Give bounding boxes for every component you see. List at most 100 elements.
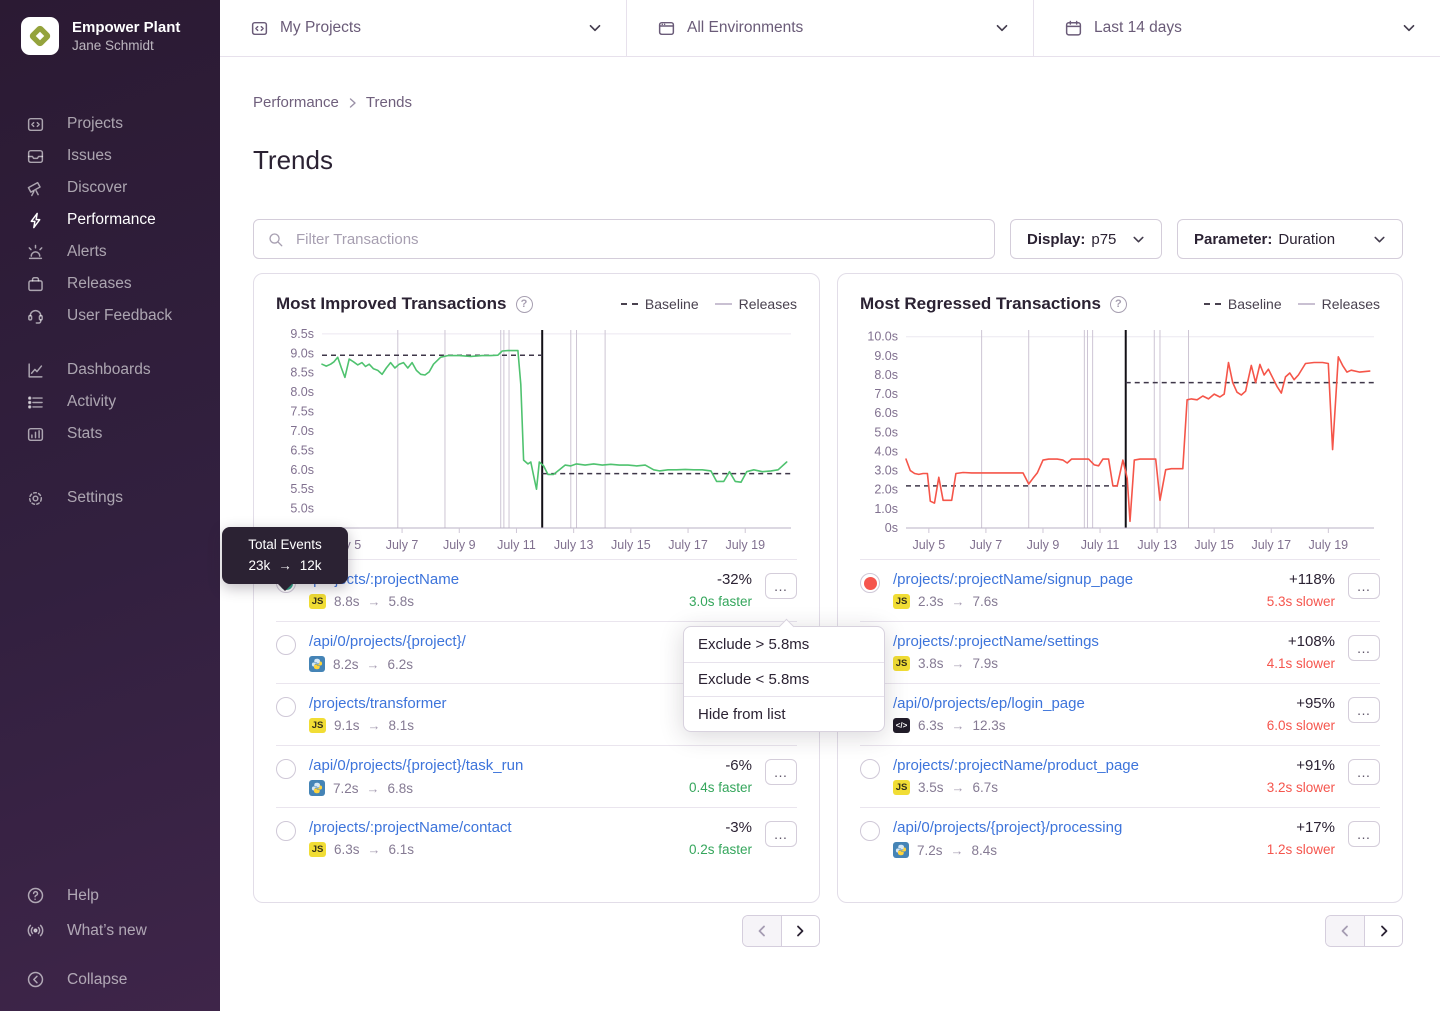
breadcrumb-trends[interactable]: Trends xyxy=(365,94,413,111)
duration-to: 6.8s xyxy=(387,780,414,796)
display-dropdown[interactable]: Display: p75 xyxy=(1010,219,1162,259)
sidebar-item-label: Activity xyxy=(67,393,117,410)
search-input[interactable] xyxy=(294,229,981,249)
chevron-down-icon xyxy=(1374,236,1385,242)
duration-to: 8.1s xyxy=(388,718,415,733)
chevron-left-icon xyxy=(1341,925,1348,937)
discover-icon xyxy=(27,181,41,196)
transaction-radio-button[interactable] xyxy=(276,697,296,717)
help-circle-icon[interactable]: ? xyxy=(1109,295,1127,313)
chevron-right-icon xyxy=(1380,925,1387,937)
sidebar-item-dashboards[interactable]: Dashboards xyxy=(0,354,220,386)
prev-page-button[interactable] xyxy=(742,916,781,946)
sidebar-item-help[interactable]: Help xyxy=(0,878,220,913)
row-actions-button[interactable]: … xyxy=(765,821,797,847)
svg-text:6.0s: 6.0s xyxy=(290,463,314,477)
delta-label: 6.0s slower xyxy=(1266,718,1335,733)
sidebar-item-collapse[interactable]: Collapse xyxy=(0,962,220,997)
project-selector[interactable]: My Projects xyxy=(220,0,626,56)
calendar-icon xyxy=(1065,20,1082,36)
javascript-platform-icon: JS xyxy=(309,594,326,609)
transaction-link[interactable]: /api/0/projects/{project}/task_run xyxy=(309,757,524,774)
transaction-link[interactable]: /api/0/projects/{project}/processing xyxy=(893,819,1123,836)
sidebar-item-performance[interactable]: Performance xyxy=(0,204,220,236)
javascript-platform-icon: JS xyxy=(309,842,326,857)
duration-from: 9.1s xyxy=(334,718,360,733)
improved-trend-chart[interactable]: 9.5s 9.0s 8.5s 8.0s 7.5s 7.0s 6.5s 6.0s 5.5s 5.0s… xyxy=(276,322,797,554)
regressed-trend-chart[interactable]: 10.0s 9.0s 8.0s 7.0s 6.0s 5.0s 4.0s 3.0s 2.0s 1.0… xyxy=(860,322,1380,554)
menu-item-hide-from-list[interactable]: Hide from list xyxy=(684,696,884,731)
svg-text:7.5s: 7.5s xyxy=(290,405,314,419)
duration-from: 3.8s xyxy=(918,656,944,671)
improved-pagination xyxy=(741,915,820,947)
environment-selector[interactable]: All Environments xyxy=(626,0,1033,56)
next-page-button[interactable] xyxy=(1364,916,1402,946)
svg-text:July 19: July 19 xyxy=(725,538,765,552)
date-range-selector[interactable]: Last 14 days xyxy=(1033,0,1440,56)
sidebar-item-issues[interactable]: Issues xyxy=(0,140,220,172)
transaction-link[interactable]: /api/0/projects/ep/login_page xyxy=(893,695,1085,712)
row-actions-button[interactable]: … xyxy=(1348,635,1380,661)
transaction-radio-button[interactable] xyxy=(860,759,880,779)
transaction-link[interactable]: /projects/:projectName/contact xyxy=(309,819,512,836)
sidebar-item-label: Projects xyxy=(67,115,123,132)
sidebar-item-label: Alerts xyxy=(67,243,107,260)
transaction-link[interactable]: /projects/:projectName/signup_page xyxy=(893,571,1134,588)
javascript-platform-icon: JS xyxy=(893,780,910,795)
arrow-right-icon: → xyxy=(278,558,292,573)
sidebar-item-label: User Feedback xyxy=(67,307,173,324)
sidebar-item-stats[interactable]: Stats xyxy=(0,418,220,450)
help-circle-icon[interactable]: ? xyxy=(515,295,533,313)
transaction-row: /projects/:projectName/contact JS 6.3s → 6.1… xyxy=(276,807,797,869)
duration-to: 6.2s xyxy=(387,656,414,672)
svg-text:9.5s: 9.5s xyxy=(290,327,314,341)
transaction-link[interactable]: /projects/transformer xyxy=(309,695,447,712)
sidebar-item-activity[interactable]: Activity xyxy=(0,386,220,418)
breadcrumb-performance[interactable]: Performance xyxy=(253,94,339,111)
transaction-link[interactable]: /projects/:projectName/product_page xyxy=(893,757,1139,774)
transaction-link[interactable]: /api/0/projects/{project}/ xyxy=(309,633,466,650)
transaction-radio-button[interactable] xyxy=(276,821,296,841)
transaction-link[interactable]: /projects/:projectName/settings xyxy=(893,633,1099,650)
transaction-radio-button[interactable] xyxy=(276,635,296,655)
svg-text:9.0s: 9.0s xyxy=(874,349,898,363)
svg-text:0s: 0s xyxy=(885,521,898,535)
row-actions-button[interactable]: … xyxy=(765,759,797,785)
sidebar-item-releases[interactable]: Releases xyxy=(0,268,220,300)
menu-item-exclude-lt[interactable]: Exclude < 5.8ms xyxy=(684,661,884,697)
org-header[interactable]: Empower Plant Jane Schmidt xyxy=(0,0,220,55)
row-actions-button[interactable]: … xyxy=(765,573,797,599)
row-actions-button[interactable]: … xyxy=(1348,697,1380,723)
baseline-legend-icon xyxy=(620,303,638,305)
sidebar-item-label: Help xyxy=(67,886,99,904)
parameter-dropdown[interactable]: Parameter: Duration xyxy=(1177,219,1403,259)
stats-icon xyxy=(27,427,44,441)
duration-to: 12.3s xyxy=(972,718,1006,733)
duration-from: 7.2s xyxy=(917,842,943,858)
sidebar-item-settings[interactable]: Settings xyxy=(0,482,220,514)
display-dropdown-label: Display: xyxy=(1027,230,1086,248)
svg-text:7.0s: 7.0s xyxy=(874,387,898,401)
most-improved-panel: Most Improved Transactions ? Baseline Re… xyxy=(253,273,820,903)
duration-from: 7.2s xyxy=(333,780,359,796)
chevron-left-icon xyxy=(758,925,765,937)
duration-change: JS 2.3s → 7.6s xyxy=(893,594,1133,609)
chart-legend: Baseline Releases xyxy=(620,296,797,312)
sidebar-item-alerts[interactable]: Alerts xyxy=(0,236,220,268)
row-actions-button[interactable]: … xyxy=(1348,759,1380,785)
menu-item-exclude-gt[interactable]: Exclude > 5.8ms xyxy=(698,635,810,653)
sidebar-item-discover[interactable]: Discover xyxy=(0,172,220,204)
row-actions-button[interactable]: … xyxy=(1348,821,1380,847)
row-actions-button[interactable]: … xyxy=(1348,573,1380,599)
transaction-radio-button[interactable] xyxy=(276,759,296,779)
whats-new-icon xyxy=(27,924,44,937)
prev-page-button[interactable] xyxy=(1326,916,1364,946)
releases-legend-label: Releases xyxy=(738,296,797,312)
transaction-radio-button[interactable] xyxy=(860,573,880,593)
transaction-radio-button[interactable] xyxy=(860,821,880,841)
sidebar-item-what-s-new[interactable]: What’s new xyxy=(0,913,220,948)
sidebar-item-user-feedback[interactable]: User Feedback xyxy=(0,300,220,332)
sidebar-item-projects[interactable]: Projects xyxy=(0,108,220,140)
next-page-button[interactable] xyxy=(780,916,819,946)
sidebar-item-label: Stats xyxy=(67,425,103,442)
